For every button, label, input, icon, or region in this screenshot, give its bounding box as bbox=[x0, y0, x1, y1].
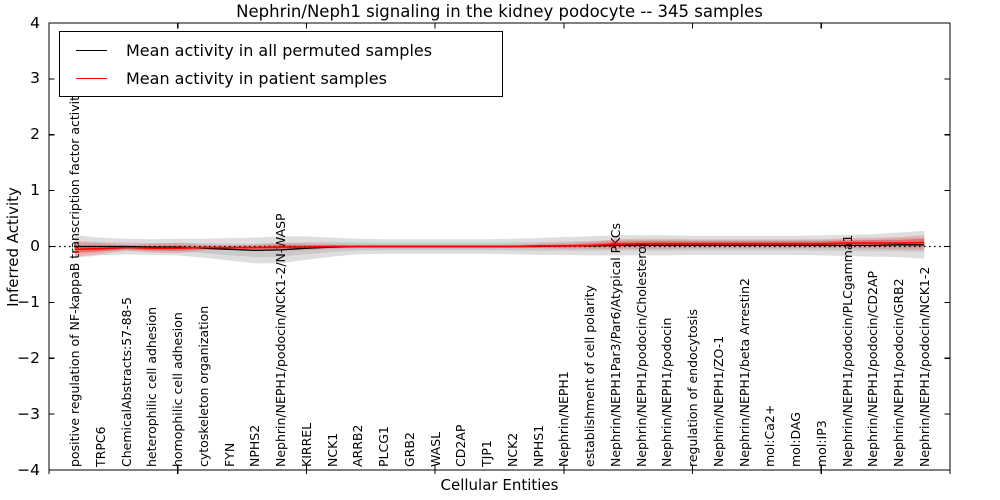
y-tick-label: −2 bbox=[17, 348, 40, 367]
legend-item-patient: Mean activity in patient samples bbox=[60, 69, 502, 88]
permuted-mean-line-swatch bbox=[76, 49, 107, 51]
legend-label-permuted: Mean activity in all permuted samples bbox=[126, 40, 433, 60]
y-tick-label: 2 bbox=[30, 125, 40, 144]
y-tick-label: −1 bbox=[17, 292, 40, 311]
legend: Mean activity in all permuted samples Me… bbox=[59, 31, 503, 97]
y-tick-label: 1 bbox=[30, 181, 40, 200]
y-tick-label: 3 bbox=[30, 69, 40, 88]
legend-label-patient: Mean activity in patient samples bbox=[126, 68, 387, 88]
chart-title: Nephrin/Neph1 signaling in the kidney po… bbox=[236, 2, 763, 21]
y-tick-label: 4 bbox=[30, 13, 40, 32]
x-axis-label: Cellular Entities bbox=[440, 476, 559, 494]
y-tick-label: −3 bbox=[17, 404, 40, 423]
y-tick-label: 0 bbox=[30, 237, 40, 255]
patient-mean-line-swatch bbox=[76, 77, 107, 79]
patient-mean-line bbox=[74, 241, 925, 251]
std-band-inner bbox=[74, 237, 925, 258]
legend-item-permuted: Mean activity in all permuted samples bbox=[60, 41, 502, 60]
y-tick-label: −4 bbox=[17, 460, 40, 479]
